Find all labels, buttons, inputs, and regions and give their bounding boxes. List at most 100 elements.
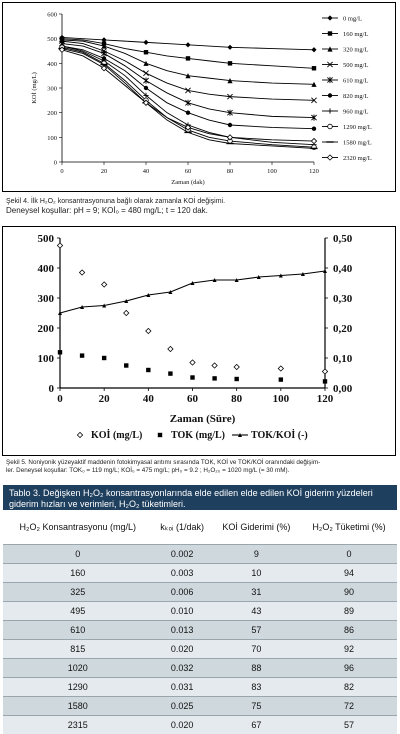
table-cell: 92 (301, 640, 397, 659)
table-cell: 96 (301, 659, 397, 678)
x-tick-label: 80 (227, 168, 234, 175)
series-7 (60, 45, 317, 150)
table-cell: 88 (212, 659, 301, 678)
data-point (323, 379, 327, 383)
left-y-tick-label: 300 (38, 293, 55, 305)
data-point (212, 363, 217, 368)
table-cell: 83 (212, 678, 301, 697)
left-y-tick-label: 400 (38, 263, 55, 275)
x-axis-label: Zaman (Süre) (170, 413, 236, 425)
table-3-title: Tablo 3. Değişken H₂O₂ konsantrasyonları… (3, 485, 397, 510)
table-cell: 0.032 (153, 659, 212, 678)
x-tick-label: 60 (187, 393, 199, 405)
table-cell: 0 (301, 545, 397, 564)
legend-label: 1290 mg/L (343, 124, 372, 131)
data-point (124, 310, 129, 315)
legend-marker (328, 31, 332, 35)
data-point (322, 369, 327, 374)
legend-label: TOK/KOİ (-) (251, 429, 308, 441)
data-point (190, 375, 194, 379)
table-cell: 0.025 (153, 697, 212, 716)
table-cell: 31 (212, 583, 301, 602)
x-axis-label: Zaman (dak) (171, 179, 204, 186)
x-tick-label: 100 (273, 393, 290, 405)
legend-label: 820 mg/L (343, 93, 368, 100)
left-y-tick-label: 100 (38, 353, 55, 365)
table-cell: 2315 (3, 716, 153, 734)
table-cell: 325 (3, 583, 153, 602)
right-y-tick-label: 0,40 (333, 263, 353, 275)
x-tick-label: 0 (60, 168, 63, 175)
data-point (57, 243, 62, 248)
right-y-tick-label: 0,30 (333, 293, 353, 305)
table-cell: 0.020 (153, 716, 212, 734)
table-cell: 86 (301, 621, 397, 640)
table-cell: 0 (3, 545, 153, 564)
legend-label: 160 mg/L (343, 31, 368, 38)
table-cell: 9 (212, 545, 301, 564)
header-koi-removal: KOİ Giderimi (%) (212, 510, 301, 545)
table-cell: 82 (301, 678, 397, 697)
data-point (186, 56, 190, 60)
data-point (143, 78, 148, 84)
figure-5-caption-line2: ler. Deneysel koşullar: TOK₀ = 119 mg/L;… (6, 467, 394, 475)
legend-marker (158, 433, 162, 437)
data-point (185, 100, 190, 106)
legend-marker (327, 155, 332, 160)
x-tick-label: 60 (185, 168, 192, 175)
left-y-tick-label: 200 (38, 323, 55, 335)
y-tick-label: 100 (47, 135, 57, 142)
data-point (168, 346, 173, 351)
table-cell: 75 (212, 697, 301, 716)
table-3-grid: H₂O₂ Konsantrasyonu (mg/L) kₖₒᵢ (1/dak) … (3, 510, 397, 734)
y-tick-label: 0 (54, 160, 57, 167)
legend-label: 1580 mg/L (343, 140, 372, 147)
legend-label: KOİ (mg/L) (91, 429, 142, 441)
data-point (228, 123, 232, 127)
table-cell: 610 (3, 621, 153, 640)
x-tick-label: 120 (317, 393, 334, 405)
data-point (146, 328, 151, 333)
data-point (185, 42, 190, 47)
data-point (312, 127, 316, 131)
data-point (234, 377, 238, 381)
data-point (212, 376, 216, 380)
table-cell: 1290 (3, 678, 153, 697)
figure-4-caption-line2: Deneysel koşullar: pH = 9; KOİ₀ = 480 mg… (6, 206, 306, 215)
left-y-tick-label: 0 (49, 383, 55, 395)
data-point (186, 110, 190, 114)
x-tick-label: 0 (57, 393, 63, 405)
data-point (146, 368, 150, 372)
table-cell: 67 (212, 716, 301, 734)
series-line (62, 44, 314, 118)
table-cell: 0.006 (153, 583, 212, 602)
table-3: Tablo 3. Değişken H₂O₂ konsantrasyonları… (3, 485, 397, 730)
table-cell: 0.013 (153, 621, 212, 640)
table-cell: 72 (301, 697, 397, 716)
figure-5-chart: 01002003004005000,000,100,200,300,400,50… (0, 224, 400, 456)
table-cell: 89 (301, 602, 397, 621)
data-point (101, 50, 106, 56)
x-tick-label: 40 (143, 168, 150, 175)
x-tick-label: 120 (309, 168, 319, 175)
y-tick-label: 500 (47, 36, 57, 43)
legend-marker (77, 432, 82, 437)
series-1 (58, 350, 327, 383)
y-tick-label: 600 (47, 12, 57, 19)
legend-marker (327, 15, 332, 20)
table-cell: 10 (212, 564, 301, 583)
table-cell: 70 (212, 640, 301, 659)
series-0 (57, 243, 327, 374)
data-point (279, 377, 283, 381)
table-cell: 90 (301, 583, 397, 602)
table-cell: 94 (301, 564, 397, 583)
header-h2o2-concentration: H₂O₂ Konsantrasyonu (mg/L) (3, 510, 153, 545)
